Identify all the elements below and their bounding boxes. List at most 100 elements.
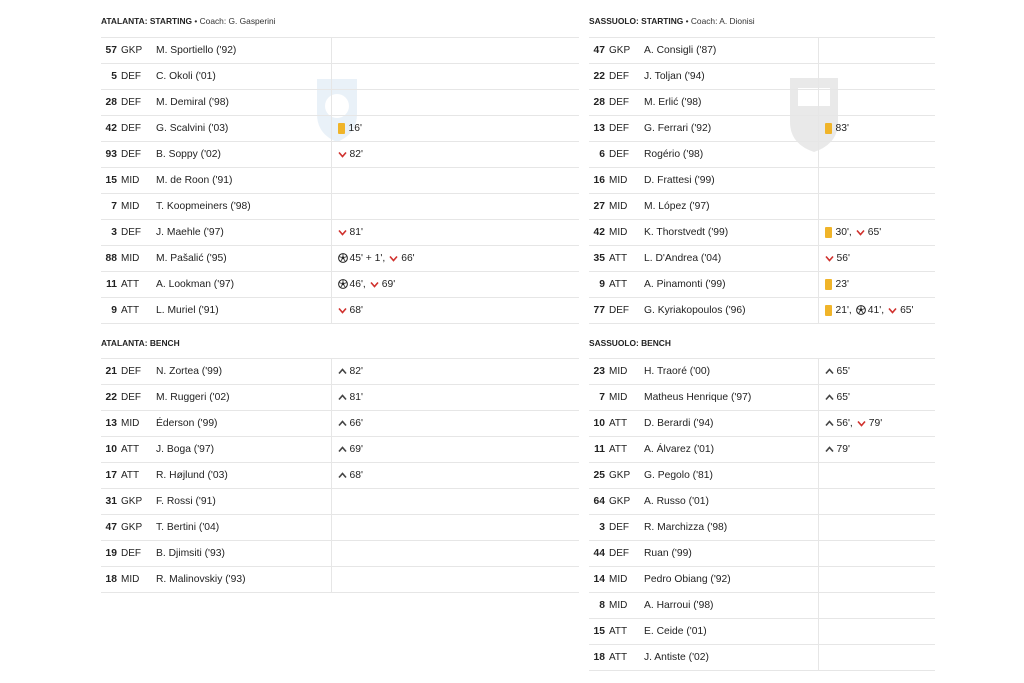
- player-position: DEF: [121, 141, 156, 168]
- shirt-number: 64: [589, 488, 609, 515]
- match-events: [330, 167, 579, 194]
- player-name: M. Erlić ('98): [644, 89, 818, 116]
- shirt-number: 22: [589, 63, 609, 90]
- player-name: A. Pinamonti ('99): [644, 271, 818, 298]
- player-name: Pedro Obiang ('92): [644, 566, 818, 593]
- event-minute: 69': [349, 443, 363, 455]
- player-position: MID: [121, 566, 156, 593]
- player-row: 9 ATT A. Pinamonti ('99) 23': [589, 271, 935, 298]
- substituted-off-icon: [856, 229, 865, 236]
- yellow-card-icon: [824, 278, 832, 290]
- match-events: [330, 488, 579, 515]
- event-minute: 81': [349, 226, 363, 238]
- match-events: [817, 193, 935, 220]
- player-row: 77 DEF G. Kyriakopoulos ('96) 21', 41', 65': [589, 297, 935, 324]
- player-name: D. Berardi ('94): [644, 410, 818, 437]
- player-position: DEF: [121, 63, 156, 90]
- match-events: 65': [817, 384, 935, 411]
- shirt-number: 13: [101, 410, 121, 437]
- shirt-number: 9: [101, 297, 121, 324]
- shirt-number: 42: [101, 115, 121, 142]
- atalanta-starting-header: ATALANTA: STARTING • Coach: G. Gasperini: [101, 16, 276, 26]
- player-name: R. Højlund ('03): [156, 462, 331, 489]
- yellow-card-icon: [337, 122, 345, 134]
- yellow-card-icon: [824, 226, 832, 238]
- match-events: [817, 488, 935, 515]
- player-position: ATT: [121, 436, 156, 463]
- shirt-number: 77: [589, 297, 609, 324]
- player-name: T. Bertini ('04): [156, 514, 331, 541]
- player-row: 64 GKP A. Russo ('01): [589, 488, 935, 515]
- player-name: A. Harroui ('98): [644, 592, 818, 619]
- player-position: MID: [609, 193, 644, 220]
- substituted-off-icon: [389, 255, 398, 262]
- player-row: 15 MID M. de Roon ('91): [101, 167, 579, 194]
- match-events: 16': [330, 115, 579, 142]
- match-events: 45' + 1', 66': [330, 245, 579, 272]
- player-position: MID: [609, 384, 644, 411]
- match-events: [817, 540, 935, 567]
- player-row: 88 MID M. Pašalić ('95) 45' + 1', 66': [101, 245, 579, 272]
- player-position: DEF: [609, 514, 644, 541]
- player-position: ATT: [121, 462, 156, 489]
- player-name: A. Álvarez ('01): [644, 436, 818, 463]
- player-row: 16 MID D. Frattesi ('99): [589, 167, 935, 194]
- player-name: G. Kyriakopoulos ('96): [644, 297, 818, 324]
- substituted-off-icon: [857, 420, 866, 427]
- player-row: 7 MID Matheus Henrique ('97) 65': [589, 384, 935, 411]
- player-row: 27 MID M. López ('97): [589, 193, 935, 220]
- match-events: [817, 514, 935, 541]
- player-position: ATT: [609, 436, 644, 463]
- match-events: 81': [330, 219, 579, 246]
- event-minute: 16': [348, 122, 362, 134]
- match-events: [330, 37, 579, 64]
- event-minute: 56',: [836, 417, 853, 429]
- shirt-number: 23: [589, 358, 609, 385]
- player-row: 35 ATT L. D'Andrea ('04) 56': [589, 245, 935, 272]
- match-events: [817, 644, 935, 671]
- player-row: 14 MID Pedro Obiang ('92): [589, 566, 935, 593]
- player-name: G. Ferrari ('92): [644, 115, 818, 142]
- match-events: [817, 141, 935, 168]
- player-position: DEF: [609, 89, 644, 116]
- player-position: GKP: [121, 514, 156, 541]
- match-events: 23': [817, 271, 935, 298]
- player-position: DEF: [121, 115, 156, 142]
- event-minute: 65': [900, 304, 914, 316]
- player-name: L. D'Andrea ('04): [644, 245, 818, 272]
- player-row: 15 ATT E. Ceide ('01): [589, 618, 935, 645]
- player-position: MID: [121, 245, 156, 272]
- player-name: J. Boga ('97): [156, 436, 331, 463]
- player-row: 7 MID T. Koopmeiners ('98): [101, 193, 579, 220]
- event-minute: 82': [349, 365, 363, 377]
- event-minute: 65': [836, 391, 850, 403]
- substituted-off-icon: [824, 255, 834, 262]
- shirt-number: 3: [589, 514, 609, 541]
- player-row: 57 GKP M. Sportiello ('92): [101, 37, 579, 64]
- sassuolo-bench-header: SASSUOLO: BENCH: [589, 338, 671, 348]
- player-position: ATT: [609, 410, 644, 437]
- shirt-number: 28: [589, 89, 609, 116]
- match-events: 65': [817, 358, 935, 385]
- match-events: 79': [817, 436, 935, 463]
- player-position: MID: [121, 410, 156, 437]
- player-row: 3 DEF R. Marchizza ('98): [589, 514, 935, 541]
- player-name: A. Russo ('01): [644, 488, 818, 515]
- player-name: A. Consigli ('87): [644, 37, 818, 64]
- player-position: MID: [609, 358, 644, 385]
- player-row: 18 ATT J. Antiste ('02): [589, 644, 935, 671]
- shirt-number: 18: [101, 566, 121, 593]
- player-name: J. Maehle ('97): [156, 219, 331, 246]
- player-position: MID: [121, 167, 156, 194]
- player-position: GKP: [121, 37, 156, 64]
- player-row: 13 MID Éderson ('99) 66': [101, 410, 579, 437]
- player-name: B. Soppy ('02): [156, 141, 331, 168]
- event-minute: 66': [401, 252, 415, 264]
- player-position: ATT: [121, 271, 156, 298]
- match-events: 56': [817, 245, 935, 272]
- match-events: [817, 566, 935, 593]
- event-minute: 66': [349, 417, 363, 429]
- player-row: 28 DEF M. Demiral ('98): [101, 89, 579, 116]
- player-name: G. Scalvini ('03): [156, 115, 331, 142]
- player-row: 22 DEF M. Ruggeri ('02) 81': [101, 384, 579, 411]
